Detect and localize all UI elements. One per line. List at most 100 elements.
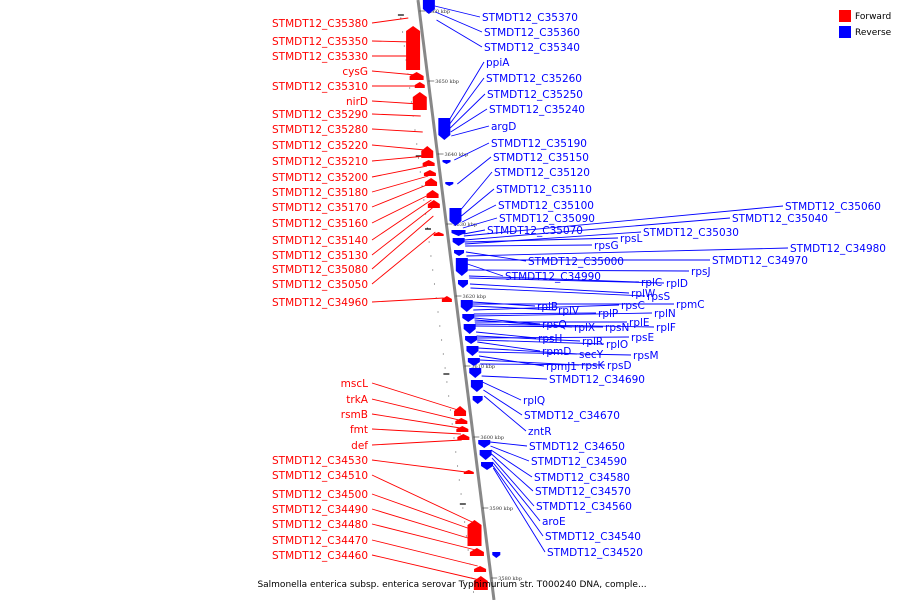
forward-gene-glyph [441, 296, 452, 302]
reverse-gene-label-rpsd: rpsD [607, 360, 632, 372]
reverse-gene-label-stmdt12-c35000: STMDT12_C35000 [528, 256, 624, 268]
reverse-gene-label-secy: secY [579, 349, 604, 361]
leader-line [371, 493, 474, 531]
leader-line [479, 359, 580, 366]
forward-gene-label-stmdt12-c35350: STMDT12_C35350 [272, 36, 368, 48]
reverse-gene-glyph [449, 208, 462, 226]
forward-gene-glyph [455, 418, 468, 424]
leader-line [457, 156, 492, 185]
leader-line [478, 351, 632, 356]
reverse-gene-label-zntr: zntR [528, 426, 552, 438]
reverse-gene-label-rpsl: rpsL [620, 233, 642, 245]
reverse-gene-glyph [470, 380, 483, 392]
reverse-gene-glyph [465, 336, 478, 344]
leader-line [371, 428, 461, 435]
leader-line [371, 554, 480, 581]
reverse-gene-glyph [438, 118, 451, 140]
leader-line [469, 283, 630, 294]
reverse-gene-label-stmdt12-c35090: STMDT12_C35090 [499, 213, 595, 225]
reverse-gene-label-rplr: rplR [582, 336, 603, 348]
forward-gene-label-stmdt12-c35160: STMDT12_C35160 [272, 218, 368, 230]
forward-gene-label-stmdt12-c35180: STMDT12_C35180 [272, 187, 368, 199]
leader-line [472, 305, 557, 311]
reverse-gene-label-stmdt12-c35360: STMDT12_C35360 [484, 27, 580, 39]
reverse-gene-glyph [467, 358, 480, 366]
leader-line [371, 165, 428, 178]
leader-line [435, 11, 483, 33]
reverse-gene-glyph [460, 300, 473, 312]
leader-line [463, 205, 784, 237]
leader-line [436, 19, 483, 48]
reverse-gene-label-rplq: rplQ [523, 395, 545, 407]
leader-line [492, 467, 546, 553]
forward-gene-glyph [454, 406, 467, 416]
reverse-gene-label-stmdt12-c34570: STMDT12_C34570 [535, 486, 631, 498]
legend-label-reverse: Reverse [855, 28, 892, 38]
forward-gene-glyph [457, 434, 470, 440]
position-dashes [397, 14, 474, 593]
forward-gene-label-stmdt12-c35050: STMDT12_C35050 [272, 279, 368, 291]
forward-gene-label-stmdt12-c35140: STMDT12_C35140 [272, 235, 368, 247]
forward-gene-glyph [463, 470, 474, 474]
forward-gene-glyph [414, 82, 425, 88]
leader-line [371, 193, 431, 224]
reverse-gene-glyph [492, 552, 501, 558]
leader-line [477, 341, 541, 352]
leader-line [482, 381, 522, 401]
leader-line [473, 304, 620, 311]
leader-line [371, 439, 462, 446]
leader-line [464, 231, 642, 245]
reverse-gene-label-rplo: rplO [606, 339, 628, 351]
reverse-gene-label-stmdt12-c35120: STMDT12_C35120 [494, 167, 590, 179]
tick-label: 3580 kbp [498, 576, 522, 582]
reverse-gene-label-stmdt12-c34980: STMDT12_C34980 [790, 243, 886, 255]
forward-gene-label-stmdt12-c34500: STMDT12_C34500 [272, 489, 368, 501]
map-caption: Salmonella enterica subsp. enterica sero… [257, 580, 646, 590]
tick-label: 3640 kbp [445, 152, 469, 158]
leader-line [480, 363, 606, 366]
leader-line [371, 413, 461, 429]
leader-line [371, 70, 416, 76]
forward-gene-label-stmdt12-c35280: STMDT12_C35280 [272, 124, 368, 136]
leader-line [474, 312, 653, 317]
reverse-gene-glyph [479, 450, 492, 460]
reverse-gene-glyph [451, 230, 466, 236]
leader-line [476, 331, 537, 339]
reverse-gene-label-argd: argD [491, 121, 516, 133]
forward-gene-label-nird: nirD [346, 96, 368, 108]
leader-line [371, 398, 460, 421]
reverse-gene-label-stmdt12-c34590: STMDT12_C34590 [531, 456, 627, 468]
leader-line [371, 523, 476, 551]
reverse-gene-glyph [466, 346, 479, 356]
reverse-gene-glyph [469, 368, 482, 378]
leader-line [476, 336, 630, 339]
forward-gene-label-fmt: fmt [350, 424, 368, 436]
leader-line [475, 325, 604, 328]
reverse-gene-label-rpsg: rpsG [594, 240, 619, 252]
forward-gene-label-mscl: mscL [341, 378, 368, 390]
reverse-gene-glyph [462, 314, 475, 322]
leader-line [371, 175, 429, 193]
forward-gene-glyph [433, 232, 444, 236]
reverse-gene-label-stmdt12-c35110: STMDT12_C35110 [496, 184, 592, 196]
legend: Forward Reverse [839, 10, 892, 38]
forward-gene-label-stmdt12-c35200: STMDT12_C35200 [272, 172, 368, 184]
reverse-gene-label-rpmd: rpmD [542, 346, 571, 358]
forward-gene-label-stmdt12-c35210: STMDT12_C35210 [272, 156, 368, 168]
leader-line [371, 382, 459, 411]
leader-line [371, 297, 444, 303]
leader-line [371, 215, 434, 270]
leader-line [448, 61, 485, 121]
forward-gene-glyph [467, 520, 482, 546]
leader-line [468, 269, 690, 272]
leader-line [474, 317, 541, 325]
reverse-gene-label-rpsc: rpsC [621, 300, 645, 312]
reverse-gene-label-rpsm: rpsM [633, 350, 659, 362]
tick-label: 3620 kbp [462, 294, 486, 300]
leader-line [492, 461, 541, 522]
reverse-gene-label-rpsj: rpsJ [691, 266, 711, 278]
leader-line [469, 277, 665, 284]
reverse-gene-label-rpmc: rpmC [676, 299, 705, 311]
leader-line [491, 453, 534, 492]
